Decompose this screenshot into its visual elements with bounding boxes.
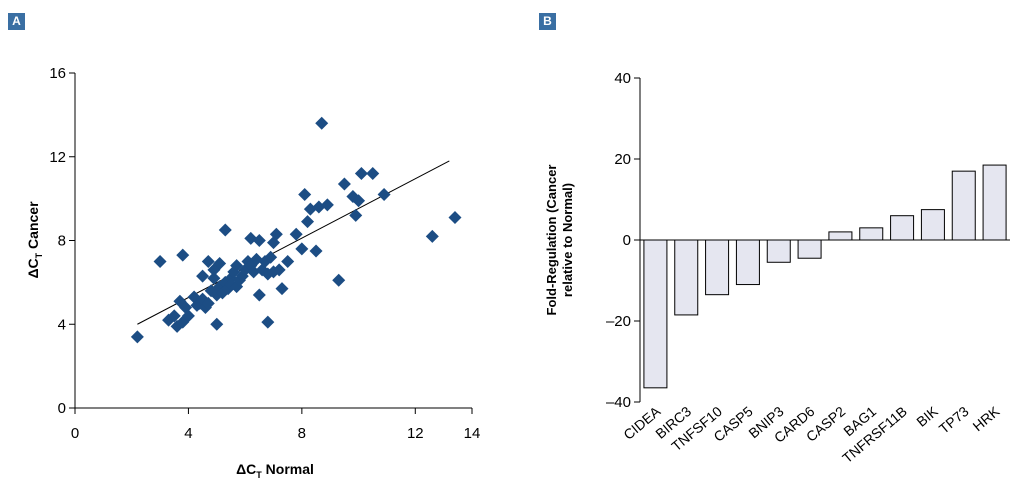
x-axis-label: ΔCT Normal [236,461,314,480]
bar-y-axis-label-line2: relative to Normal) [560,183,575,297]
scatter-point [218,223,232,237]
bar-axes [639,78,1010,402]
scatter-point [196,269,210,283]
bar-chart: 40 20 0 –20 –40 CIDEABIRC3TNFSF10CASP5BNIP3C… [544,70,1010,466]
scatter-point [176,248,190,262]
scatter-point [425,229,439,243]
bar [735,239,760,286]
bar [859,227,884,241]
panel-b-label: B [539,13,556,30]
bar-y-tick-label: 0 [623,232,631,249]
scatter-point [332,273,346,287]
scatter-point [210,317,224,331]
x-tick-label: 4 [184,425,192,442]
bar [797,239,822,259]
bar [951,170,976,241]
bar-y-tick-label: –40 [606,394,631,411]
scatter-point [377,187,391,201]
bar-y-tick-label: 40 [614,70,631,87]
scatter-plot: 0 4 8 12 16 0 4 8 12 14 ΔCT Normal ΔCT Cancer [25,65,480,480]
panel-a-label: A [8,13,25,30]
bar-category-label: HRK [970,403,1003,435]
bar-category-label: TP73 [936,403,972,437]
scatter-point [301,215,315,229]
bar-y-tick-label: 20 [614,151,631,168]
scatter-point [261,315,275,329]
scatter-point [309,244,323,258]
scatter-point [153,254,167,268]
scatter-point [213,257,227,271]
x-tick-label: 14 [464,425,481,442]
bar-y-tick-label: –20 [606,313,631,330]
scatter-point [349,208,363,222]
scatter-point [295,242,309,256]
bar [828,231,853,241]
y-tick-label: 0 [58,400,66,417]
bar [982,164,1007,241]
bar [766,239,791,263]
scatter-point [167,309,181,323]
scatter-point [264,250,278,264]
scatter-point [354,167,368,180]
bar-y-axis-label-line1: Fold-Regulation (Cancer [544,165,559,316]
scatter-point [272,263,286,277]
scatter-point [269,227,283,241]
scatter-point [298,187,312,201]
scatter-point [252,234,266,247]
y-tick-label: 8 [58,233,66,250]
scatter-point [130,330,144,344]
scatter-ticks: 0 4 8 12 16 0 4 8 12 14 [49,65,480,442]
x-tick-label: 8 [298,425,306,442]
y-axis-label: ΔCT Cancer [25,201,44,279]
bar-series [643,164,1007,389]
scatter-point [320,198,334,212]
scatter-point [275,282,289,296]
scatter-point [244,231,258,245]
x-tick-label: 12 [407,425,424,442]
bar [705,239,730,296]
x-tick-label: 0 [71,425,79,442]
scatter-point [207,271,221,285]
bar-ticks: 40 20 0 –20 –40 [606,70,640,411]
scatter-point [448,210,462,224]
scatter-point [289,227,303,241]
scatter-point [244,259,258,273]
scatter-point [201,296,215,310]
scatter-point [337,177,351,191]
scatter-point [201,254,215,268]
scatter-point [252,288,266,302]
y-tick-label: 12 [49,149,66,166]
bar [643,239,668,389]
scatter-point [352,194,366,208]
y-tick-label: 4 [58,316,66,333]
bar [920,209,945,241]
scatter-point [281,254,295,268]
bar [674,239,699,316]
scatter-point [315,116,329,130]
bar [890,215,915,241]
scatter-point [366,167,380,180]
bar-category-labels: CIDEABIRC3TNFSF10CASP5BNIP3CARD6CASP2BAG… [620,403,1003,467]
scatter-point [181,309,195,323]
y-tick-label: 16 [49,65,66,82]
scatter-points [130,116,462,344]
